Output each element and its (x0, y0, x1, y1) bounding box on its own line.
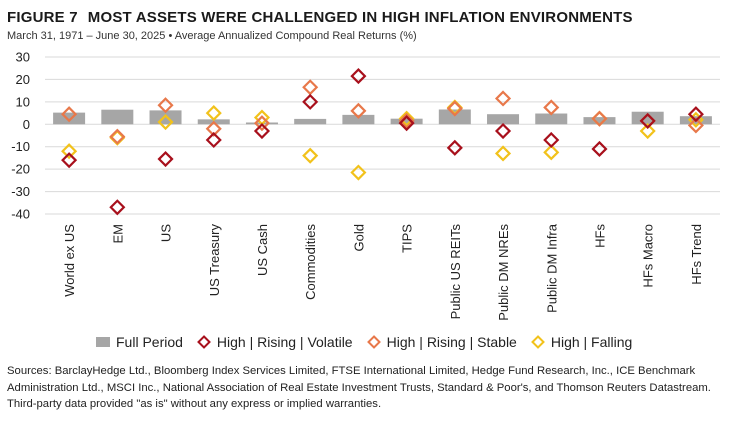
legend: Full Period High | Rising | Volatile Hig… (96, 334, 646, 350)
x-tick-label: Public US REITs (448, 224, 463, 320)
marker-high-rising-volatile (205, 131, 222, 149)
marker-high-rising-volatile (494, 122, 512, 140)
marker-high-rising-stable (350, 102, 367, 119)
marker-high-rising-stable (205, 120, 222, 137)
y-axis-ticks: 30 20 10 0 -10 -20 -30 -40 (11, 50, 30, 222)
marker-high-falling (350, 164, 367, 181)
marker-high-rising-stable (398, 112, 415, 129)
marker-high-rising-volatile (157, 150, 174, 168)
legend-swatch-bar (96, 337, 110, 347)
y-tick-label: 0 (23, 117, 30, 132)
marker-high-falling (302, 147, 319, 164)
bar-full-period (342, 114, 375, 125)
y-tick-label: -20 (11, 162, 30, 177)
marker-high-rising-stable (543, 99, 560, 116)
marker-high-rising-volatile (639, 112, 656, 129)
legend-label-rising-stable: High | Rising | Stable (386, 334, 517, 350)
sources-note: Sources: BarclayHedge Ltd., Bloomberg In… (7, 365, 711, 410)
marker-high-rising-stable (687, 117, 704, 134)
x-tick-label: US Cash (255, 224, 270, 276)
chart-subtitle: March 31, 1971 – June 30, 2025 • Average… (7, 30, 417, 42)
marker-high-rising-volatile (350, 68, 367, 85)
marker-high-falling (61, 143, 78, 160)
marker-high-rising-volatile (543, 131, 560, 149)
bar-full-period (149, 110, 182, 125)
marker-high-rising-volatile (302, 93, 319, 110)
title-text: MOST ASSETS WERE CHALLENGED IN HIGH INFL… (87, 9, 633, 26)
legend-label-full-period: Full Period (116, 334, 183, 350)
legend-swatch-diamond-orange (366, 335, 381, 349)
y-tick-label: -10 (11, 139, 30, 154)
x-tick-label: HFs Trend (689, 224, 704, 285)
marker-high-rising-volatile (61, 152, 78, 169)
marker-high-rising-volatile (398, 115, 415, 132)
x-tick-label: HFs (592, 224, 607, 248)
bar-full-period (631, 111, 664, 125)
chart-plot: 30 20 10 0 -10 -20 -30 -40 World ex US EM US US Tr… (11, 50, 720, 321)
bar-full-period (294, 118, 327, 125)
y-tick-label: 30 (16, 50, 30, 65)
marker-high-rising-stable (302, 79, 319, 96)
marker-high-rising-stable (61, 106, 78, 123)
chart-title: FIGURE 7 MOST ASSETS WERE CHALLENGED IN H… (7, 9, 633, 26)
legend-swatch-diamond-yellow (530, 335, 545, 349)
bar-full-period (390, 118, 423, 125)
marker-high-rising-stable (109, 128, 126, 145)
y-tick-label: 10 (16, 94, 30, 109)
x-tick-label: Commodities (303, 224, 318, 300)
x-tick-label: World ex US (62, 224, 77, 297)
marker-high-rising-stable (591, 110, 608, 127)
marker-series (61, 68, 704, 216)
legend-item-rising-volatile: High | Rising | Volatile (197, 334, 353, 350)
marker-high-rising-stable (446, 100, 463, 117)
legend-item-falling: High | Falling (530, 334, 633, 350)
x-tick-label: Gold (351, 224, 366, 251)
marker-high-rising-stable (157, 97, 174, 114)
marker-high-falling (494, 145, 512, 162)
marker-high-rising-volatile (687, 106, 704, 123)
x-axis-labels: World ex US EM US US Treasury US Cash Commodi… (62, 223, 704, 321)
legend-item-full-period: Full Period (96, 334, 183, 350)
x-tick-label: Public DM NREs (496, 224, 511, 321)
y-tick-label: 20 (16, 72, 30, 87)
bar-full-period (535, 113, 568, 125)
legend-item-rising-stable: High | Rising | Stable (366, 334, 517, 350)
marker-high-falling (543, 144, 560, 161)
legend-swatch-diamond-dark-red (197, 335, 211, 349)
figure-label: FIGURE 7 (7, 9, 78, 26)
x-tick-label: Public DM Infra (544, 223, 559, 313)
legend-label-falling: High | Falling (550, 334, 633, 350)
legend-label-rising-volatile: High | Rising | Volatile (216, 334, 353, 350)
x-tick-label: US Treasury (207, 224, 222, 297)
marker-high-falling (205, 105, 222, 122)
bar-full-period (487, 114, 520, 125)
bar-full-period (438, 109, 471, 125)
marker-high-falling (398, 110, 415, 127)
marker-high-falling (639, 122, 656, 140)
x-tick-label: TIPS (400, 224, 415, 253)
y-tick-label: -30 (11, 184, 30, 199)
bar-full-period (583, 117, 616, 125)
marker-high-rising-volatile (591, 140, 608, 158)
grid-lines (45, 56, 720, 215)
marker-high-rising-volatile (109, 199, 126, 216)
marker-high-rising-stable (494, 90, 512, 107)
marker-high-falling (157, 113, 174, 131)
x-tick-label: US (159, 224, 174, 242)
x-tick-label: EM (110, 224, 125, 244)
x-tick-label: HFs Macro (641, 224, 656, 288)
bar-full-period (101, 109, 134, 125)
y-tick-label: -40 (11, 207, 30, 222)
bar-series-full-period (53, 109, 712, 125)
marker-high-rising-volatile (446, 139, 463, 156)
bar-full-period (53, 112, 86, 125)
marker-high-rising-stable (253, 115, 271, 132)
marker-high-rising-volatile (253, 122, 271, 140)
